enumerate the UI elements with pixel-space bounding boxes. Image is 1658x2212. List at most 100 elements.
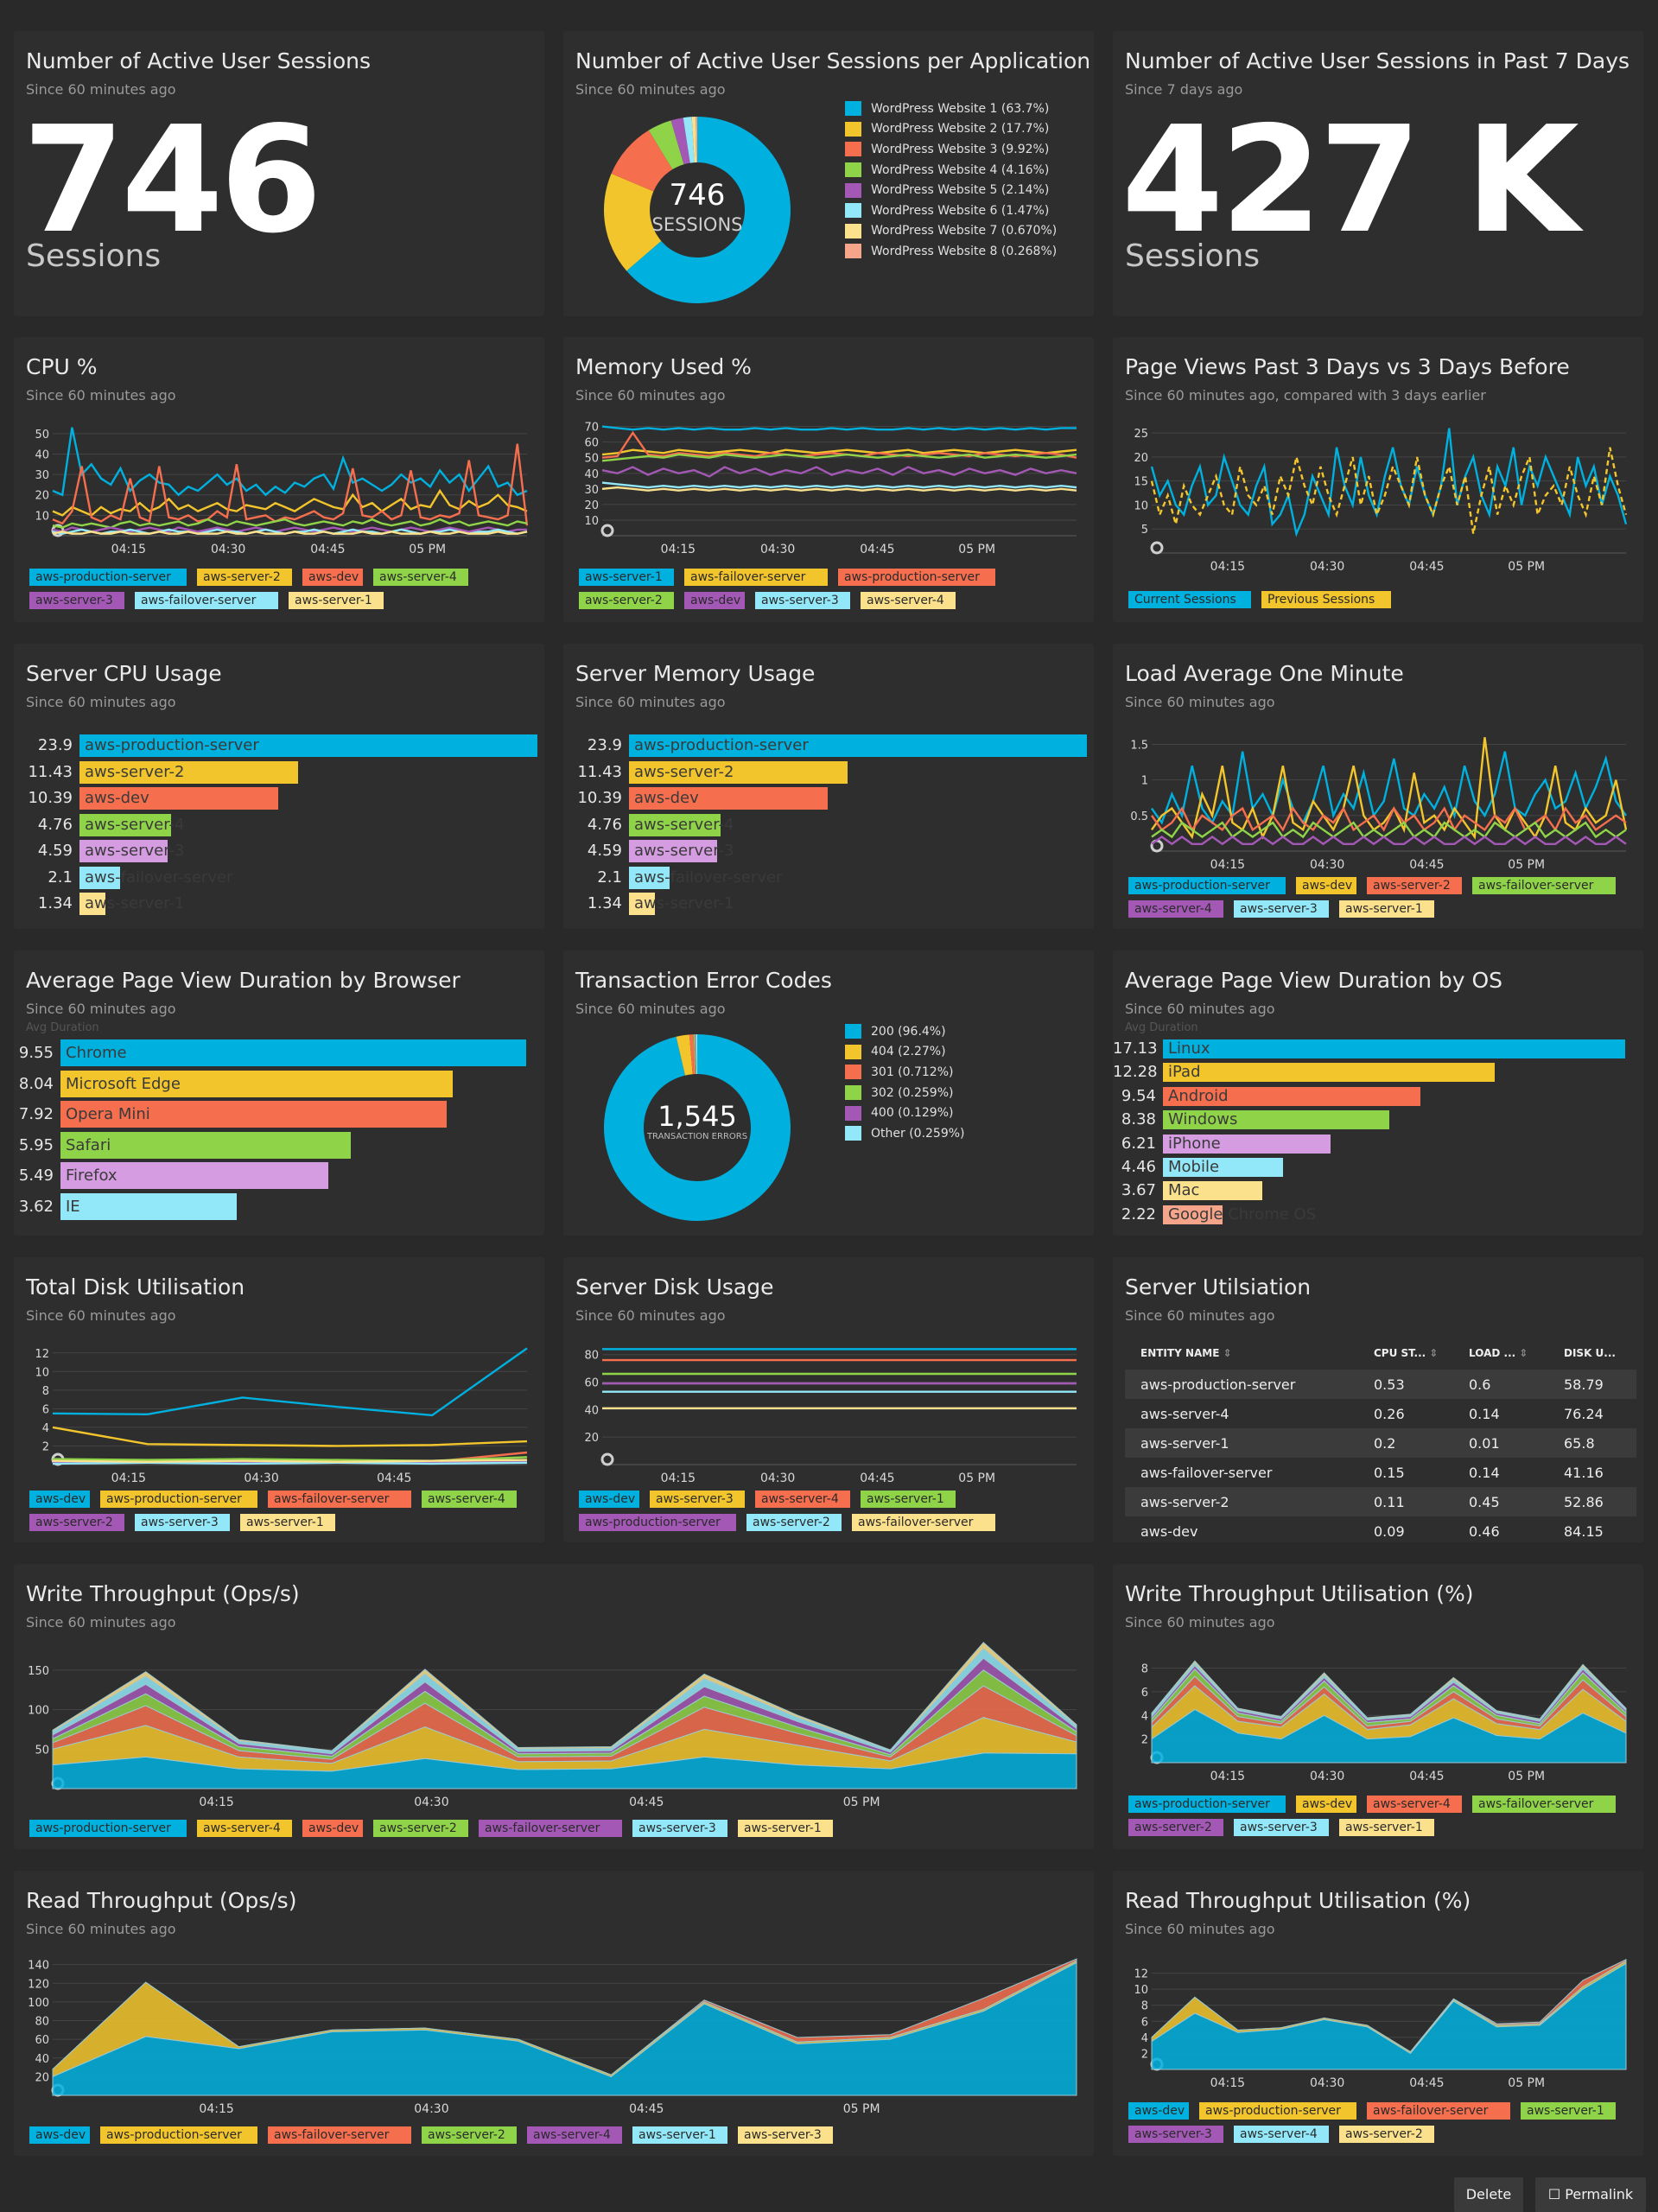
pie-slice[interactable] bbox=[604, 1034, 791, 1221]
legend-item[interactable]: aws-server-2 bbox=[29, 1514, 124, 1531]
bar-row[interactable]: 1.34 aws-server-1 bbox=[563, 893, 1094, 915]
column-header-entity[interactable]: ENTITY NAME ⇕ bbox=[1125, 1337, 1358, 1370]
delete-button[interactable]: Delete bbox=[1454, 2177, 1523, 2212]
legend-item[interactable]: aws-server-4 bbox=[1234, 2126, 1329, 2143]
pie-slice[interactable] bbox=[611, 130, 673, 192]
legend-item[interactable]: aws-server-2 bbox=[1367, 877, 1462, 894]
bar-row[interactable]: 8.04 Microsoft Edge bbox=[14, 1070, 544, 1097]
bar-row[interactable]: 11.43 aws-server-2 bbox=[563, 760, 1094, 784]
pie-slice[interactable] bbox=[670, 118, 690, 165]
pie-slice[interactable] bbox=[691, 117, 697, 163]
bar[interactable]: aws-production-server bbox=[79, 734, 537, 757]
legend-item[interactable]: aws-dev bbox=[29, 2126, 90, 2144]
legend-item[interactable]: aws-failover-server bbox=[1367, 2102, 1510, 2120]
pie-slice[interactable] bbox=[696, 117, 697, 163]
legend-item[interactable]: aws-dev bbox=[1296, 877, 1356, 894]
legend-item[interactable]: aws-dev bbox=[579, 1491, 639, 1508]
bar[interactable]: aws-server-2 bbox=[629, 760, 848, 784]
pie-slice[interactable] bbox=[676, 1034, 693, 1076]
pie-slice[interactable] bbox=[695, 1034, 696, 1075]
pie-slice[interactable] bbox=[683, 117, 695, 163]
legend-item[interactable]: aws-failover-server bbox=[479, 1820, 622, 1837]
bar[interactable]: Mac bbox=[1163, 1181, 1262, 1201]
bar-row[interactable]: 1.34 aws-server-1 bbox=[14, 893, 544, 915]
bar[interactable]: Linux bbox=[1163, 1039, 1625, 1058]
legend-item[interactable]: aws-failover-server bbox=[684, 569, 828, 586]
bar[interactable]: aws-server-2 bbox=[79, 760, 299, 784]
bar[interactable]: aws-server-3 bbox=[629, 840, 734, 862]
legend-item[interactable]: aws-production-server bbox=[100, 1491, 257, 1508]
legend-item[interactable]: WordPress Website 5 (2.14%) bbox=[845, 180, 1057, 200]
legend-item[interactable]: aws-server-3 bbox=[755, 592, 850, 609]
table-row[interactable]: aws-server-1 0.2 0.01 65.8 bbox=[1125, 1428, 1636, 1458]
bar[interactable]: aws-server-4 bbox=[79, 813, 184, 836]
legend-item[interactable]: aws-server-1 bbox=[1339, 1819, 1434, 1836]
legend-item[interactable]: 404 (2.27%) bbox=[845, 1042, 965, 1063]
legend-item[interactable]: aws-server-3 bbox=[650, 1491, 745, 1508]
bar[interactable]: Firefox bbox=[60, 1162, 328, 1189]
legend-item[interactable]: aws-server-3 bbox=[1128, 2126, 1223, 2143]
legend-item[interactable]: aws-server-4 bbox=[1367, 1796, 1462, 1813]
legend-item[interactable]: aws-failover-server bbox=[268, 2126, 411, 2144]
legend-item[interactable]: aws-failover-server bbox=[1472, 877, 1616, 894]
bar-row[interactable]: 17.13 Linux bbox=[1113, 1039, 1643, 1058]
legend-item[interactable]: aws-failover-server bbox=[852, 1514, 995, 1531]
legend-item[interactable]: aws-production-server bbox=[1128, 1796, 1286, 1813]
legend-item[interactable]: WordPress Website 4 (4.16%) bbox=[845, 160, 1057, 181]
bar-row[interactable]: 2.1 aws-failover-server bbox=[14, 866, 544, 889]
bar-row[interactable]: 5.95 Safari bbox=[14, 1131, 544, 1159]
legend-item[interactable]: aws-server-4 bbox=[373, 569, 468, 586]
bar-row[interactable]: 11.43 aws-server-2 bbox=[14, 760, 544, 784]
bar-row[interactable]: 7.92 Opera Mini bbox=[14, 1101, 544, 1128]
legend-item[interactable]: aws-failover-server bbox=[135, 592, 278, 609]
legend-item[interactable]: aws-production-server bbox=[29, 569, 187, 586]
legend-item[interactable]: aws-server-1 bbox=[289, 592, 384, 609]
legend-item[interactable]: aws-server-2 bbox=[579, 592, 674, 609]
legend-item[interactable]: aws-production-server bbox=[1199, 2102, 1356, 2120]
table-row[interactable]: aws-dev 0.09 0.46 84.15 bbox=[1125, 1516, 1636, 1542]
bar-row[interactable]: 9.55 Chrome bbox=[14, 1039, 544, 1066]
bar-row[interactable]: 23.9 aws-production-server bbox=[14, 734, 544, 757]
legend-item[interactable]: aws-server-1 bbox=[1339, 900, 1434, 918]
legend-item[interactable]: aws-server-1 bbox=[861, 1491, 956, 1508]
legend-item[interactable]: aws-production-server bbox=[29, 1820, 187, 1837]
legend-item[interactable]: WordPress Website 3 (9.92%) bbox=[845, 139, 1057, 160]
legend-item[interactable]: aws-server-1 bbox=[240, 1514, 335, 1531]
legend-item[interactable]: aws-server-1 bbox=[738, 1820, 833, 1837]
bar-row[interactable]: 2.22 Google Chrome OS bbox=[1113, 1205, 1643, 1224]
table-row[interactable]: aws-failover-server 0.15 0.14 41.16 bbox=[1125, 1458, 1636, 1487]
legend-item[interactable]: aws-dev bbox=[29, 1491, 90, 1508]
legend-item[interactable]: aws-server-3 bbox=[1234, 1819, 1329, 1836]
bar[interactable]: aws-server-3 bbox=[79, 840, 184, 862]
bar-row[interactable]: 5.49 Firefox bbox=[14, 1162, 544, 1189]
legend-item[interactable]: aws-server-4 bbox=[527, 2126, 622, 2144]
legend-item[interactable]: aws-server-4 bbox=[755, 1491, 850, 1508]
legend-item[interactable]: 200 (96.4%) bbox=[845, 1021, 965, 1042]
legend-item[interactable]: aws-server-2 bbox=[373, 1820, 468, 1837]
bar[interactable]: iPhone bbox=[1163, 1134, 1331, 1154]
legend-item[interactable]: WordPress Website 7 (0.670%) bbox=[845, 221, 1057, 242]
bar[interactable]: IE bbox=[60, 1192, 238, 1220]
column-header-load[interactable]: LOAD ... ⇕ bbox=[1453, 1337, 1548, 1370]
column-header-disk[interactable]: DISK U... bbox=[1548, 1337, 1636, 1370]
legend-item[interactable]: aws-failover-server bbox=[1472, 1796, 1616, 1813]
legend-item[interactable]: aws-server-4 bbox=[1128, 900, 1223, 918]
legend-item[interactable]: aws-server-1 bbox=[1521, 2102, 1616, 2120]
bar[interactable]: aws-server-1 bbox=[79, 893, 184, 915]
bar[interactable]: aws-production-server bbox=[629, 734, 1087, 757]
legend-item[interactable]: aws-server-3 bbox=[29, 592, 124, 609]
reset-zoom-icon[interactable] bbox=[600, 524, 614, 537]
bar[interactable]: Windows bbox=[1163, 1110, 1389, 1130]
legend-item[interactable]: WordPress Website 6 (1.47%) bbox=[845, 200, 1057, 221]
bar-row[interactable]: 4.59 aws-server-3 bbox=[14, 840, 544, 862]
bar[interactable]: aws-dev bbox=[79, 787, 279, 810]
pie-slice[interactable] bbox=[696, 1034, 697, 1075]
legend-item[interactable]: aws-server-4 bbox=[197, 1820, 292, 1837]
pie-slice[interactable] bbox=[689, 1034, 696, 1075]
legend-item[interactable]: Previous Sessions bbox=[1261, 591, 1391, 608]
bar[interactable]: iPad bbox=[1163, 1063, 1495, 1083]
legend-item[interactable]: aws-production-server bbox=[1128, 877, 1286, 894]
bar[interactable]: aws-server-1 bbox=[629, 893, 734, 915]
legend-item[interactable]: aws-dev bbox=[302, 1820, 363, 1837]
bar[interactable]: aws-failover-server bbox=[629, 866, 782, 889]
